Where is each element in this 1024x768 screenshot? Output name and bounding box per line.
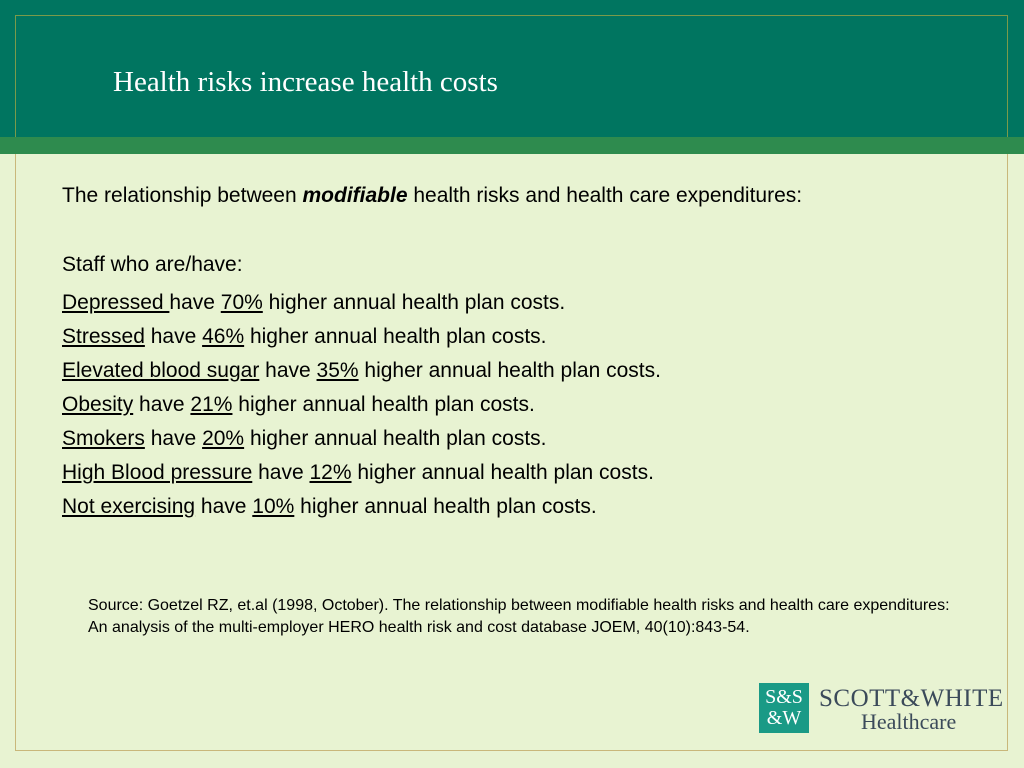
risk-have: have (133, 393, 191, 416)
risk-name: High Blood pressure (62, 461, 253, 484)
risk-name: Depressed (62, 291, 170, 314)
risk-name: Elevated blood sugar (62, 359, 260, 382)
risk-row: Not exercising have 10% higher annual he… (62, 490, 661, 524)
risk-have: have (195, 495, 253, 518)
logo-name: SCOTT&WHITE (819, 685, 1004, 712)
risk-percent: 70% (220, 291, 263, 314)
risk-have: have (252, 461, 310, 484)
risk-have: have (144, 325, 203, 348)
risk-row: High Blood pressure have 12% higher annu… (62, 456, 661, 490)
risk-row: Depressed have 70% higher annual health … (62, 286, 661, 320)
header-bar (0, 0, 1024, 137)
risk-tail: higher annual health plan costs. (262, 291, 566, 314)
content-frame (15, 154, 1008, 751)
logo-mark-icon: S&S &W (759, 683, 809, 733)
risk-row: Elevated blood sugar have 35% higher ann… (62, 354, 661, 388)
logo-mark-line2: &W (766, 707, 802, 729)
header-frame-line (15, 15, 1008, 137)
risk-percent: 20% (202, 427, 245, 450)
risk-name: Stressed (62, 325, 145, 348)
intro-after: health risks and health care expenditure… (407, 184, 803, 207)
risk-tail: higher annual health plan costs. (358, 359, 661, 382)
risk-row: Obesity have 21% higher annual health pl… (62, 388, 661, 422)
risk-have: have (259, 359, 317, 382)
risk-name: Smokers (62, 427, 145, 450)
risk-list: Depressed have 70% higher annual health … (62, 286, 661, 524)
staff-label: Staff who are/have: (62, 253, 243, 276)
intro-before: The relationship between (62, 184, 303, 207)
risk-percent: 12% (309, 461, 352, 484)
risk-name: Not exercising (62, 495, 196, 518)
risk-tail: higher annual health plan costs. (244, 325, 547, 348)
header-divider-band (0, 137, 1024, 154)
risk-tail: higher annual health plan costs. (351, 461, 654, 484)
risk-tail: higher annual health plan costs. (232, 393, 535, 416)
risk-tail: higher annual health plan costs. (294, 495, 597, 518)
risk-percent: 46% (202, 325, 245, 348)
scott-white-logo: S&S &W SCOTT&WHITE Healthcare (759, 683, 1003, 735)
risk-have: have (144, 427, 203, 450)
risk-percent: 35% (316, 359, 359, 382)
logo-mark-line1: S&S (765, 686, 803, 708)
risk-have: have (169, 291, 221, 314)
intro-emphasis: modifiable (302, 184, 408, 207)
risk-row: Smokers have 20% higher annual health pl… (62, 422, 661, 456)
intro-text: The relationship between modifiable heal… (62, 184, 802, 208)
risk-name: Obesity (62, 393, 134, 416)
risk-percent: 21% (190, 393, 233, 416)
source-citation: Source: Goetzel RZ, et.al (1998, October… (88, 597, 950, 636)
risk-tail: higher annual health plan costs. (244, 427, 547, 450)
risk-percent: 10% (252, 495, 295, 518)
risk-row: Stressed have 46% higher annual health p… (62, 320, 661, 354)
logo-subname: Healthcare (861, 709, 957, 734)
slide-title: Health risks increase health costs (113, 66, 498, 98)
